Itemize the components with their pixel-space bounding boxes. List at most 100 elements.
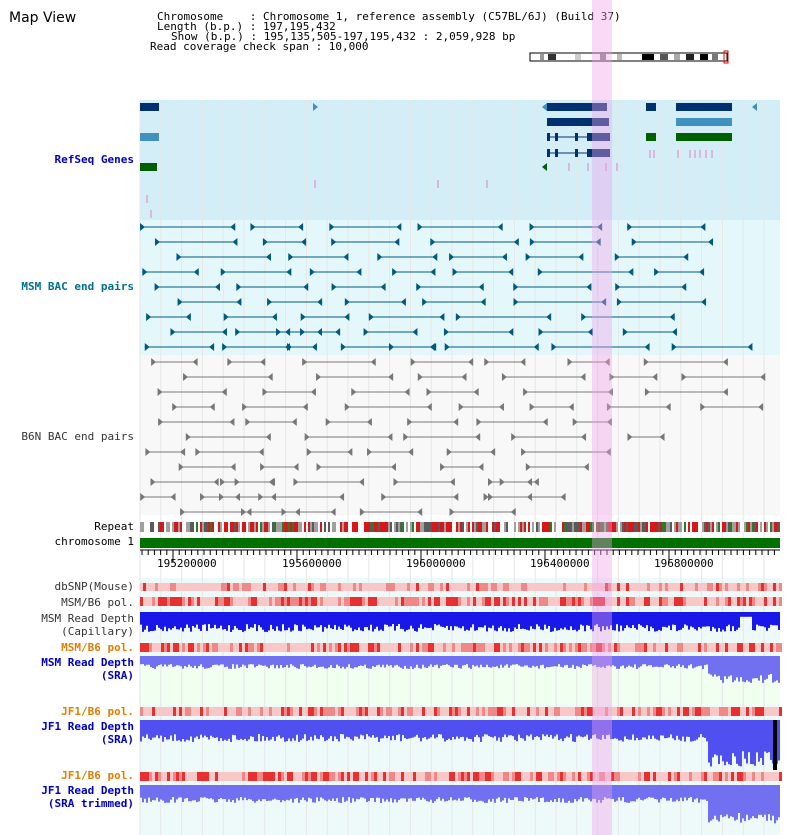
- track-label-msm-bac[interactable]: MSM BAC end pairs: [21, 280, 134, 293]
- pol-segment: [476, 707, 479, 716]
- depth-bar: [408, 612, 410, 630]
- pol-segment: [227, 583, 230, 591]
- pol-segment: [311, 583, 314, 591]
- pol-segment: [731, 643, 734, 652]
- depth-bar: [252, 656, 254, 665]
- depth-bar: [290, 785, 292, 799]
- depth-bar: [346, 720, 348, 737]
- b6n-bac-pair-end: [367, 448, 373, 456]
- pol-segment: [680, 772, 683, 781]
- pol-segment: [413, 707, 416, 716]
- pol-segment: [284, 707, 287, 716]
- pol-segment: [749, 643, 752, 652]
- repeat-segment: [572, 522, 574, 532]
- depth-bar: [262, 785, 264, 800]
- depth-bar: [154, 720, 156, 738]
- depth-bar: [428, 656, 430, 667]
- depth-bar: [310, 785, 312, 799]
- repeat-segment: [508, 522, 510, 532]
- track-label-refseq[interactable]: RefSeq Genes: [54, 153, 134, 166]
- highlight-region[interactable]: [592, 0, 612, 835]
- depth-bar: [508, 720, 510, 736]
- repeat-segment: [668, 522, 670, 532]
- pol-segment: [185, 707, 188, 716]
- b6n-bac-pair-end: [583, 463, 589, 471]
- axis-tick-label: 196400000: [530, 557, 590, 570]
- pol-segment: [590, 707, 593, 716]
- pol-segment: [320, 772, 323, 781]
- chromosome-ideogram[interactable]: [529, 50, 729, 64]
- pol-segment: [143, 772, 146, 781]
- repeat-segment: [324, 522, 326, 532]
- depth-bar: [648, 612, 650, 631]
- pol-segment: [608, 643, 611, 652]
- depth-bar: [498, 656, 500, 669]
- depth-bar: [594, 656, 596, 665]
- depth-bar: [176, 720, 178, 741]
- pol-segment: [770, 772, 773, 781]
- pol-segment: [647, 583, 650, 591]
- pol-segment: [395, 597, 398, 606]
- pol-segment: [410, 597, 413, 606]
- depth-bar: [552, 656, 554, 667]
- depth-bar: [310, 656, 312, 668]
- track-label-b6n-bac[interactable]: B6N BAC end pairs: [21, 430, 134, 443]
- pol-segment: [512, 707, 515, 716]
- depth-bar: [728, 656, 730, 677]
- msm-bac-pair-end: [417, 223, 423, 231]
- depth-bar: [406, 656, 408, 669]
- depth-bar: [534, 720, 536, 738]
- pol-segment: [536, 597, 539, 606]
- pol-segment: [650, 772, 653, 781]
- pol-segment: [185, 772, 188, 781]
- depth-bar: [154, 612, 156, 631]
- depth-bar: [646, 612, 648, 626]
- depth-bar: [170, 656, 172, 665]
- pol-segment: [560, 583, 563, 591]
- depth-bar: [768, 612, 770, 628]
- depth-bar: [676, 612, 678, 632]
- b6n-bac-pair-end: [521, 448, 527, 456]
- depth-bar: [164, 720, 166, 738]
- pol-segment: [698, 583, 701, 591]
- repeat-segment: [614, 522, 616, 532]
- pol-segment: [299, 772, 302, 781]
- depth-bar: [188, 612, 190, 628]
- depth-bar: [506, 785, 508, 803]
- msm-bac-pair-end: [671, 343, 677, 351]
- depth-bar: [412, 612, 414, 629]
- pol-segment: [575, 643, 578, 652]
- refseq-genes[interactable]: [140, 103, 757, 218]
- repeat-segment: [558, 522, 560, 532]
- repeat-segment: [372, 522, 374, 532]
- pol-segment: [146, 643, 149, 652]
- repeat-segment: [624, 522, 626, 532]
- depth-bar: [314, 656, 316, 665]
- pol-segment: [524, 707, 527, 716]
- depth-bar: [314, 612, 316, 626]
- repeat-segment: [158, 522, 160, 532]
- depth-bar: [340, 720, 342, 735]
- depth-bar: [728, 720, 730, 765]
- msm-bac-end-pairs[interactable]: [140, 223, 753, 351]
- pol-segment: [272, 772, 275, 781]
- chromosome-bar[interactable]: [140, 538, 780, 548]
- pol-segment: [596, 597, 599, 606]
- pol-segment: [419, 772, 422, 781]
- pol-segment: [410, 707, 413, 716]
- depth-bar: [324, 612, 326, 628]
- depth-bar: [482, 785, 484, 802]
- pol-segment: [722, 583, 725, 591]
- depth-bar: [394, 720, 396, 741]
- depth-bar: [522, 656, 524, 667]
- pol-segment: [431, 707, 434, 716]
- depth-bar: [700, 612, 702, 629]
- pol-segment: [449, 643, 452, 652]
- b6n-bac-end-pairs[interactable]: [140, 358, 766, 516]
- depth-bar: [774, 612, 776, 626]
- depth-bar: [774, 656, 776, 682]
- depth-bar: [338, 612, 340, 627]
- depth-bar: [606, 720, 608, 736]
- depth-bar: [144, 656, 146, 666]
